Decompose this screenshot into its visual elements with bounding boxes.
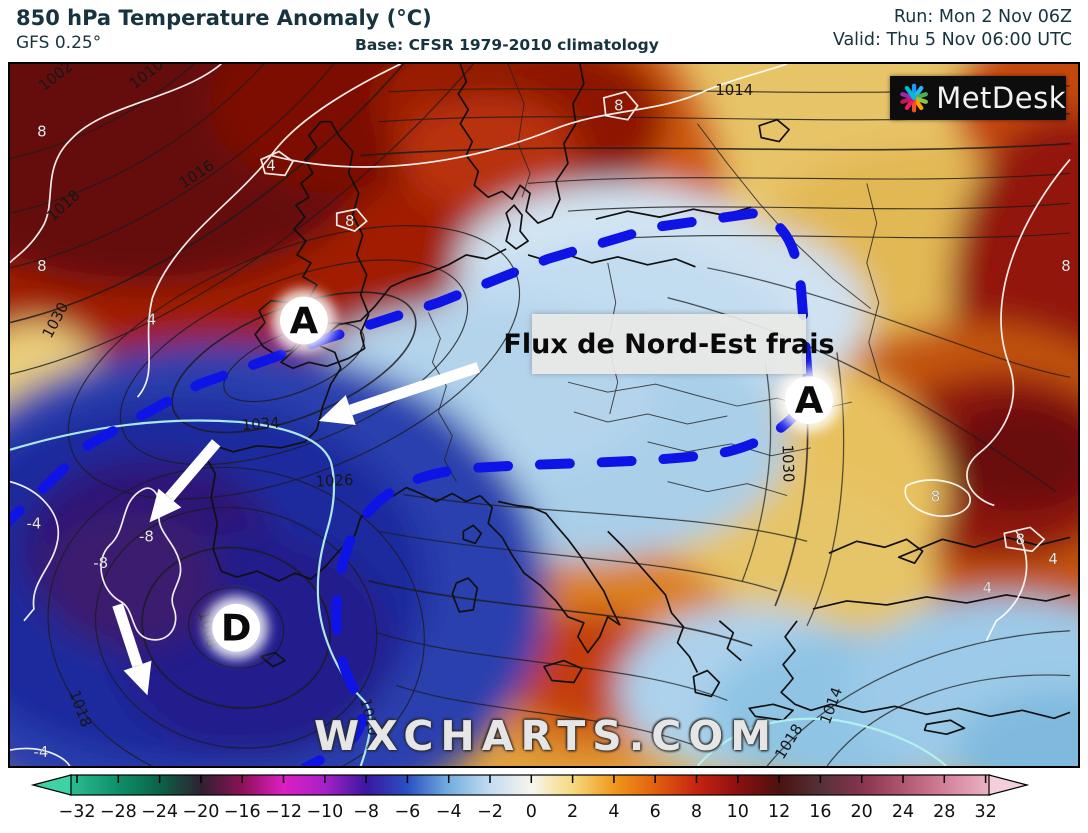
anomaly-label: 4 <box>266 156 275 174</box>
anomaly-label: 4 <box>983 579 992 597</box>
isobar-label: 1034 <box>241 414 280 435</box>
model-label: GFS 0.25° <box>16 33 102 53</box>
pressure-marker-letter: D <box>221 607 252 650</box>
flow-arrow-southwest <box>149 439 221 523</box>
colorbar-gradient <box>69 774 991 796</box>
anomaly-label: -4 <box>33 743 48 761</box>
anomaly-label: 8 <box>345 212 354 230</box>
colorbar-tick-label: 8 <box>691 802 702 822</box>
colorbar-tick-label: −4 <box>436 802 462 822</box>
anomaly-contours <box>10 64 1071 766</box>
climatology-base-label: Base: CFSR 1979-2010 climatology <box>355 36 659 54</box>
anomaly-label: -8 <box>139 527 154 545</box>
colorbar-tick-label: 6 <box>650 802 661 822</box>
anomaly-label: 8 <box>1061 257 1070 275</box>
anomaly-label: 8 <box>1015 530 1024 548</box>
metdesk-pinwheel-icon <box>900 83 928 113</box>
pressure-marker-A: A <box>777 368 841 432</box>
anomaly-label: 8 <box>614 97 623 115</box>
isobar-label: 1030 <box>778 444 797 483</box>
front-dashed-line <box>10 208 815 766</box>
colorbar-tick-label: 4 <box>608 802 619 822</box>
pressure-marker-letter: A <box>290 299 319 342</box>
anomaly-map: 1002101010161018101410301034102610301008… <box>10 64 1078 766</box>
colorbar-tick-label: −6 <box>394 802 420 822</box>
colorbar-tick-label: −32 <box>59 802 96 822</box>
pressure-marker-letter: A <box>795 379 824 422</box>
anomaly-label: 4 <box>147 311 156 329</box>
pressure-marker-A: A <box>272 288 336 353</box>
colorbar-tick-label: −2 <box>477 802 503 822</box>
anomaly-label: 8 <box>37 123 46 141</box>
pressure-markers: A A D <box>204 288 841 660</box>
run-time-label: Run: Mon 2 Nov 06Z <box>893 7 1072 27</box>
colorbar-tick-label: 24 <box>892 802 914 822</box>
annotation-box: Flux de Nord-Est frais <box>503 314 835 374</box>
page-title: 850 hPa Temperature Anomaly (°C) <box>16 6 432 30</box>
colorbar: −32 −28 −24 −20 −16 −12 −10 −8 −6 −4 −2 0 2 4 6 8 10 12 16… <box>30 774 1030 822</box>
colorbar-tick-label: 20 <box>851 802 873 822</box>
flow-arrows <box>112 362 480 696</box>
colorbar-tick-label: −10 <box>306 802 343 822</box>
anomaly-label: 4 <box>1048 550 1057 568</box>
metdesk-logo: MetDesk <box>890 76 1066 120</box>
isobar-label: 1026 <box>315 471 354 491</box>
colorbar-left-arrow <box>30 774 72 796</box>
anomaly-field <box>10 64 1078 766</box>
colorbar-tick-label: 28 <box>933 802 955 822</box>
colorbar-tick-label: −28 <box>100 802 137 822</box>
anomaly-label: -4 <box>26 514 41 532</box>
colorbar-tick-label: 12 <box>768 802 790 822</box>
colorbar-tick-label: −20 <box>182 802 219 822</box>
isobar-label: 1014 <box>715 81 753 99</box>
anomaly-label: 8 <box>37 257 46 275</box>
colorbar-tick-label: 32 <box>974 802 996 822</box>
annotation-text: Flux de Nord-Est frais <box>503 328 835 360</box>
colorbar-tick-label: 0 <box>526 802 537 822</box>
colorbar-tick-label: −8 <box>353 802 379 822</box>
zero-line-contour <box>10 419 948 766</box>
colorbar-tick-label: −16 <box>224 802 261 822</box>
pressure-marker-D: D <box>204 595 269 660</box>
flow-arrow-south <box>112 603 152 696</box>
colorbar-tick-label: 2 <box>567 802 578 822</box>
colorbar-tick-label: 16 <box>809 802 831 822</box>
valid-time-label: Valid: Thu 5 Nov 06:00 UTC <box>832 30 1072 50</box>
metdesk-logo-text: MetDesk <box>936 81 1066 115</box>
flow-arrow-west <box>318 362 480 425</box>
colorbar-right-arrow <box>988 774 1030 796</box>
colorbar-tick-label: −12 <box>265 802 302 822</box>
colorbar-tick-label: −24 <box>141 802 178 822</box>
colorbar-tick-label: 10 <box>727 802 749 822</box>
anomaly-label: 8 <box>931 488 940 506</box>
country-borders <box>427 64 882 497</box>
anomaly-label: -8 <box>93 554 108 572</box>
map-canvas: 1002101010161018101410301034102610301008… <box>8 62 1080 768</box>
